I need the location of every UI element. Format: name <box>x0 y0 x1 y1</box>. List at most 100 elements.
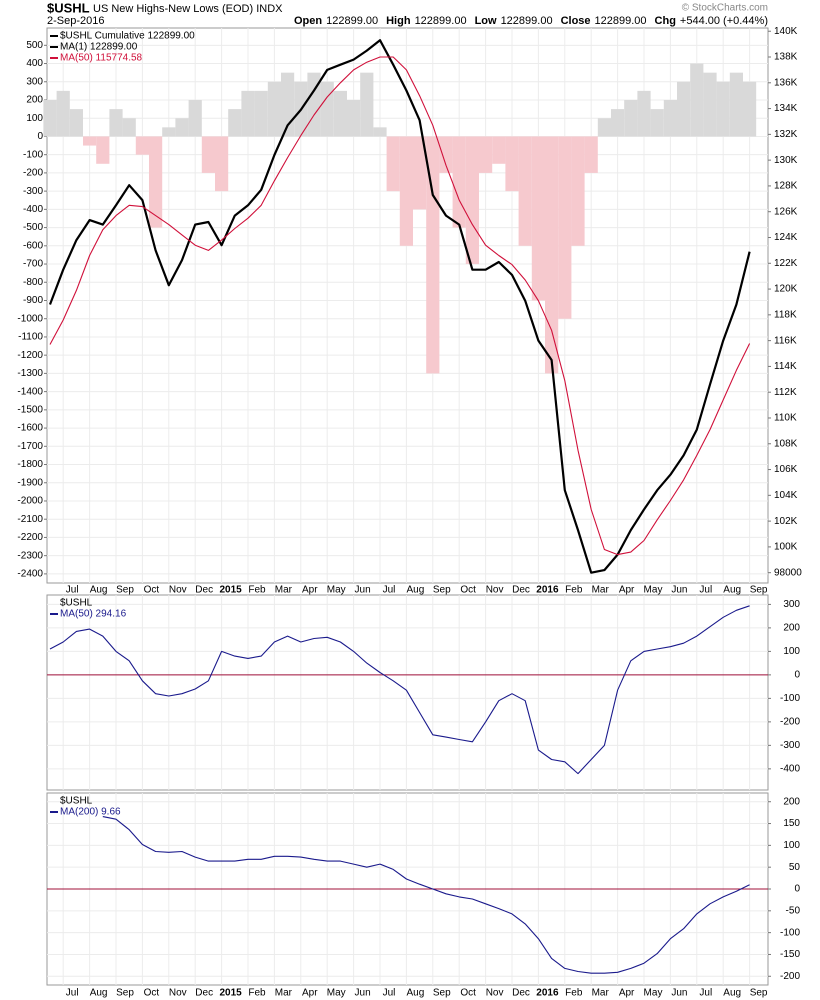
y2-tick-label: 124K <box>774 232 798 243</box>
histogram-bar <box>56 90 70 137</box>
histogram-bar <box>320 81 334 137</box>
x-tick-label: Sep <box>750 988 768 999</box>
histogram-bar <box>531 136 545 301</box>
histogram-bar <box>611 109 625 137</box>
y-tick-label: 0 <box>794 670 800 681</box>
histogram-bar <box>505 136 519 192</box>
x-tick-label: Aug <box>723 585 741 596</box>
quote-value: 122899.00 <box>326 15 378 27</box>
histogram-bar <box>650 109 664 137</box>
histogram-bar <box>439 136 453 173</box>
x-tick-label: May <box>644 988 663 999</box>
y-tick-label: -900 <box>23 295 43 306</box>
x-tick-label: Sep <box>433 585 451 596</box>
x-tick-label: Dec <box>195 988 213 999</box>
histogram-bar <box>465 136 479 265</box>
y2-tick-label: 112K <box>774 387 797 398</box>
histogram-bar <box>703 72 717 137</box>
histogram-bar <box>518 136 532 246</box>
x-tick-label: Aug <box>407 585 425 596</box>
quote-label: Low <box>475 15 497 27</box>
x-tick-label: Oct <box>144 585 160 596</box>
x-tick-label: 2016 <box>536 585 559 596</box>
x-tick-label: Nov <box>169 585 187 596</box>
y-tick-label: 100 <box>783 646 800 657</box>
y2-tick-label: 120K <box>774 284 798 295</box>
x-tick-label: Sep <box>116 585 134 596</box>
series-line <box>102 816 750 974</box>
histogram-bar <box>399 136 413 246</box>
histogram-bar <box>373 127 387 137</box>
x-tick-label: Sep <box>750 585 768 596</box>
y-tick-label: -200 <box>23 168 43 179</box>
histogram-bar <box>43 99 57 137</box>
histogram-bar <box>716 81 730 137</box>
histogram-bar <box>149 136 163 228</box>
y2-tick-label: 118K <box>774 309 797 320</box>
x-tick-label: Oct <box>460 988 476 999</box>
histogram-bar <box>122 118 136 137</box>
y2-tick-label: 132K <box>774 129 798 140</box>
y2-tick-label: 134K <box>774 103 798 114</box>
quote-value: 122899.00 <box>501 15 553 27</box>
y-tick-label: -1800 <box>17 459 43 470</box>
x-tick-label: Feb <box>248 988 266 999</box>
y2-tick-label: 140K <box>774 26 798 37</box>
x-tick-label: Aug <box>407 988 425 999</box>
x-tick-label: Feb <box>248 585 266 596</box>
x-tick-label: Aug <box>723 988 741 999</box>
y-tick-label: -200 <box>780 717 800 728</box>
y-tick-label: -1100 <box>18 332 43 343</box>
quote-label: Chg <box>655 15 676 27</box>
histogram-bar <box>175 118 189 137</box>
quote-label: Close <box>561 15 591 27</box>
y-tick-label: -1700 <box>17 441 43 452</box>
quote-label: Open <box>294 15 322 27</box>
histogram-bar <box>267 81 281 137</box>
y-tick-label: -50 <box>786 905 801 916</box>
histogram-bar <box>254 90 268 137</box>
x-tick-label: May <box>644 585 663 596</box>
y2-tick-label: 138K <box>774 52 798 63</box>
y-tick-label: 0 <box>794 884 800 895</box>
histogram-bar <box>135 136 149 155</box>
y-tick-label: -300 <box>780 740 800 751</box>
y-tick-label: -100 <box>780 693 800 704</box>
x-tick-label: Nov <box>486 988 504 999</box>
histogram-bar <box>96 136 110 164</box>
y-tick-label: -400 <box>23 204 43 215</box>
histogram-bar <box>677 81 691 137</box>
y-tick-label: 200 <box>26 95 43 106</box>
y2-tick-label: 136K <box>774 77 798 88</box>
y-tick-label: 200 <box>783 623 800 634</box>
x-tick-label: Mar <box>275 585 293 596</box>
y-tick-label: 200 <box>783 796 800 807</box>
legend-label: $USHL <box>60 796 93 807</box>
quote-value: +544.00 (+0.44%) <box>680 15 768 27</box>
histogram-bar <box>663 99 677 137</box>
y-tick-label: -2200 <box>17 532 43 543</box>
x-tick-label: Nov <box>486 585 504 596</box>
legend-label: $USHL <box>60 598 93 609</box>
y2-tick-label: 106K <box>774 464 798 475</box>
x-tick-label: Dec <box>512 988 530 999</box>
y-tick-label: -1200 <box>17 350 43 361</box>
x-tick-label: Feb <box>565 988 583 999</box>
histogram-bar <box>729 72 743 137</box>
histogram-bar <box>413 136 427 210</box>
quote-value: 122899.00 <box>415 15 467 27</box>
y-tick-label: 400 <box>26 58 43 69</box>
histogram-bar <box>201 136 215 173</box>
histogram-bar <box>241 90 255 137</box>
x-tick-label: Feb <box>565 585 583 596</box>
x-tick-label: Aug <box>90 585 108 596</box>
y-tick-label: 300 <box>783 599 800 610</box>
x-tick-label: Jun <box>671 988 687 999</box>
x-tick-label: Jul <box>383 585 396 596</box>
y2-tick-label: 130K <box>774 155 798 166</box>
histogram-bar <box>215 136 229 192</box>
histogram-bar <box>188 99 202 137</box>
x-tick-label: Sep <box>116 988 134 999</box>
x-tick-label: Apr <box>302 585 318 596</box>
x-tick-label: 2015 <box>219 988 242 999</box>
